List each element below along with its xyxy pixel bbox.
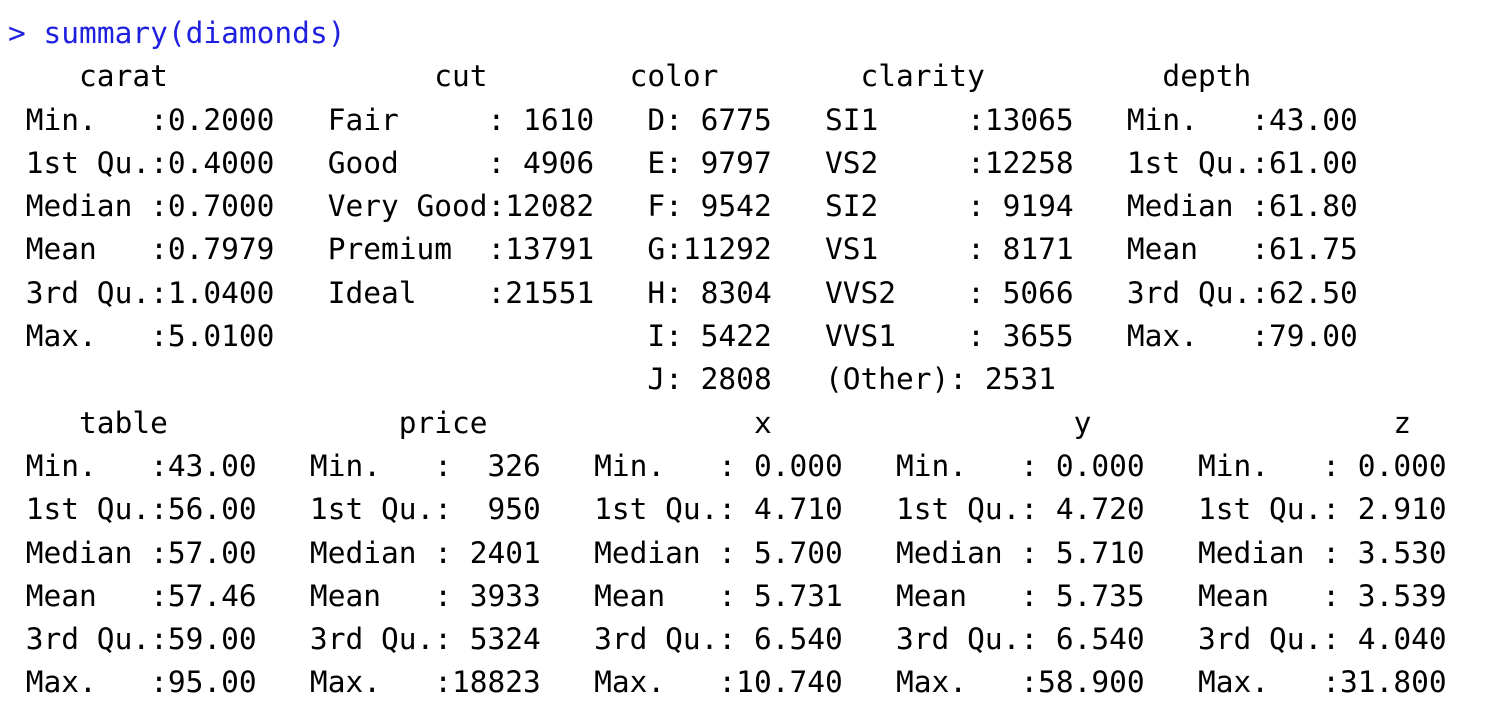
output-line: Max. :5.0100 I: 5422 VVS1 : 3655 Max. :7… <box>8 319 1394 354</box>
output-line: Median :57.00 Median : 2401 Median : 5.7… <box>8 535 1483 570</box>
output-line: J: 2808 (Other): 2531 <box>8 362 1394 397</box>
summary-output: carat cut color clarity depth Min. :0.20… <box>8 55 1494 704</box>
output-line: table price x y z <box>8 405 1500 440</box>
output-line: 3rd Qu.:1.0400 Ideal :21551 H: 8304 VVS2… <box>8 275 1394 310</box>
output-line: Mean :0.7979 Premium :13791 G:11292 VS1 … <box>8 232 1394 267</box>
output-line: Mean :57.46 Mean : 3933 Mean : 5.731 Mea… <box>8 578 1483 613</box>
command-line: > summary(diamonds) <box>8 12 1494 55</box>
output-line: Median :0.7000 Very Good:12082 F: 9542 S… <box>8 189 1394 224</box>
output-line: carat cut color clarity depth <box>8 59 1358 94</box>
output-line: Max. :95.00 Max. :18823 Max. :10.740 Max… <box>8 665 1483 700</box>
output-line: 3rd Qu.:59.00 3rd Qu.: 5324 3rd Qu.: 6.5… <box>8 622 1483 657</box>
console-command: summary(diamonds) <box>43 16 346 50</box>
output-line: Min. :0.2000 Fair : 1610 D: 6775 SI1 :13… <box>8 102 1394 137</box>
r-console: > summary(diamonds) carat cut color clar… <box>8 12 1494 705</box>
output-line: 1st Qu.:0.4000 Good : 4906 E: 9797 VS2 :… <box>8 145 1394 180</box>
output-line: Min. :43.00 Min. : 326 Min. : 0.000 Min.… <box>8 448 1483 483</box>
console-prompt: > <box>8 16 44 50</box>
output-line: 1st Qu.:56.00 1st Qu.: 950 1st Qu.: 4.71… <box>8 492 1483 527</box>
